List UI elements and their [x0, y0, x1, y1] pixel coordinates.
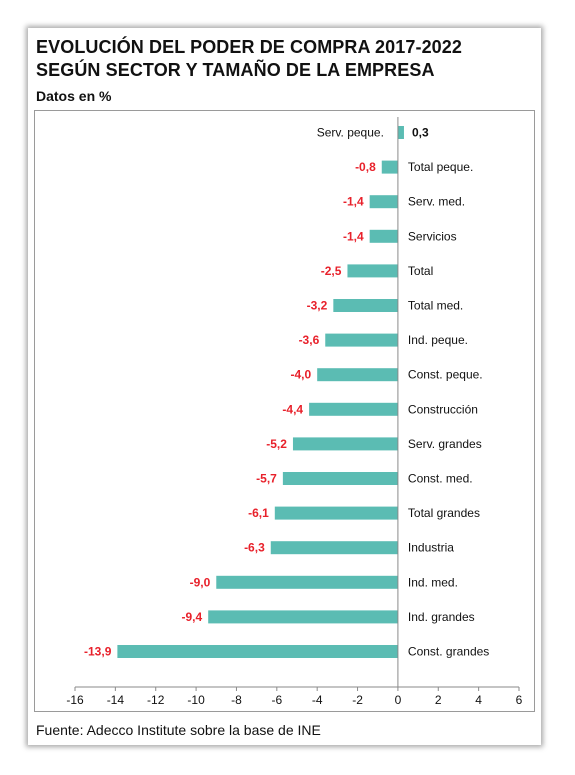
value-label: 0,3: [412, 126, 429, 140]
bar: [317, 368, 398, 382]
x-tick-label: 0: [395, 693, 402, 707]
category-label: Total: [408, 264, 433, 278]
category-label: Total peque.: [408, 160, 473, 174]
x-tick-label: 4: [475, 693, 482, 707]
x-tick-label: 2: [435, 693, 442, 707]
category-label: Const. med.: [408, 472, 473, 486]
bar: [397, 126, 404, 139]
value-label: -1,4: [343, 195, 364, 209]
bar: [333, 299, 398, 312]
bar: [274, 506, 398, 520]
category-label: Serv. peque.: [317, 126, 384, 140]
value-label: -6,1: [248, 506, 269, 520]
source-note: Fuente: Adecco Institute sobre la base d…: [36, 722, 321, 738]
category-label: Total grandes: [408, 506, 480, 520]
bar: [282, 472, 398, 485]
x-tick-label: -8: [231, 693, 242, 707]
value-label: -4,0: [290, 368, 311, 382]
chart-title: EVOLUCIÓN DEL PODER DE COMPRA 2017-2022 …: [36, 36, 462, 82]
value-label: -6,3: [244, 541, 265, 555]
bar: [208, 610, 398, 624]
chart-title-line-1: EVOLUCIÓN DEL PODER DE COMPRA 2017-2022: [36, 37, 463, 57]
value-label: -3,2: [307, 299, 328, 313]
x-tick-label: 6: [516, 693, 523, 707]
bar: [347, 264, 398, 278]
chart-subtitle: Datos en %: [36, 88, 112, 104]
bar: [369, 229, 398, 243]
value-label: -5,7: [256, 472, 277, 486]
category-label: Serv. grandes: [408, 437, 482, 451]
category-label: Const. peque.: [408, 368, 483, 382]
category-label: Serv. med.: [408, 195, 465, 209]
category-label: Ind. grandes: [408, 610, 475, 624]
x-tick-label: -6: [271, 693, 282, 707]
value-label: -0,8: [355, 160, 376, 174]
value-label: -9,4: [182, 610, 203, 624]
bar-chart: Serv. peque. 0,3 Total peque. -0,8 Serv. med…: [66, 117, 523, 707]
category-label: Servicios: [408, 229, 457, 243]
x-tick-label: -4: [312, 693, 323, 707]
bar: [369, 195, 398, 209]
bar: [292, 437, 398, 451]
x-tick-label: -10: [187, 693, 205, 707]
value-label: -9,0: [190, 575, 211, 589]
chart-card: EVOLUCIÓN DEL PODER DE COMPRA 2017-2022 …: [28, 28, 541, 745]
x-tick-label: -2: [352, 693, 363, 707]
value-label: -1,4: [343, 229, 364, 243]
value-label: -13,9: [84, 645, 112, 659]
category-label: Industria: [408, 541, 454, 555]
category-label: Ind. med.: [408, 575, 458, 589]
value-label: -4,4: [282, 402, 303, 416]
value-label: -5,2: [266, 437, 287, 451]
x-tick-label: -12: [147, 693, 165, 707]
bar: [309, 402, 398, 416]
bar: [325, 333, 398, 347]
category-label: Ind. peque.: [408, 333, 468, 347]
value-label: -2,5: [321, 264, 342, 278]
plot-area: Serv. peque. 0,3 Total peque. -0,8 Serv. med…: [34, 110, 535, 712]
bar: [117, 645, 398, 658]
bar: [216, 575, 398, 589]
chart-title-line-2: SEGÚN SECTOR Y TAMAÑO DE LA EMPRESA: [36, 60, 435, 80]
bar: [270, 541, 398, 555]
category-label: Construcción: [408, 402, 478, 416]
category-label: Total med.: [408, 299, 463, 313]
x-tick-label: -14: [107, 693, 125, 707]
bar: [381, 160, 398, 174]
category-label: Const. grandes: [408, 645, 489, 659]
value-label: -3,6: [299, 333, 320, 347]
x-tick-label: -16: [66, 693, 84, 707]
